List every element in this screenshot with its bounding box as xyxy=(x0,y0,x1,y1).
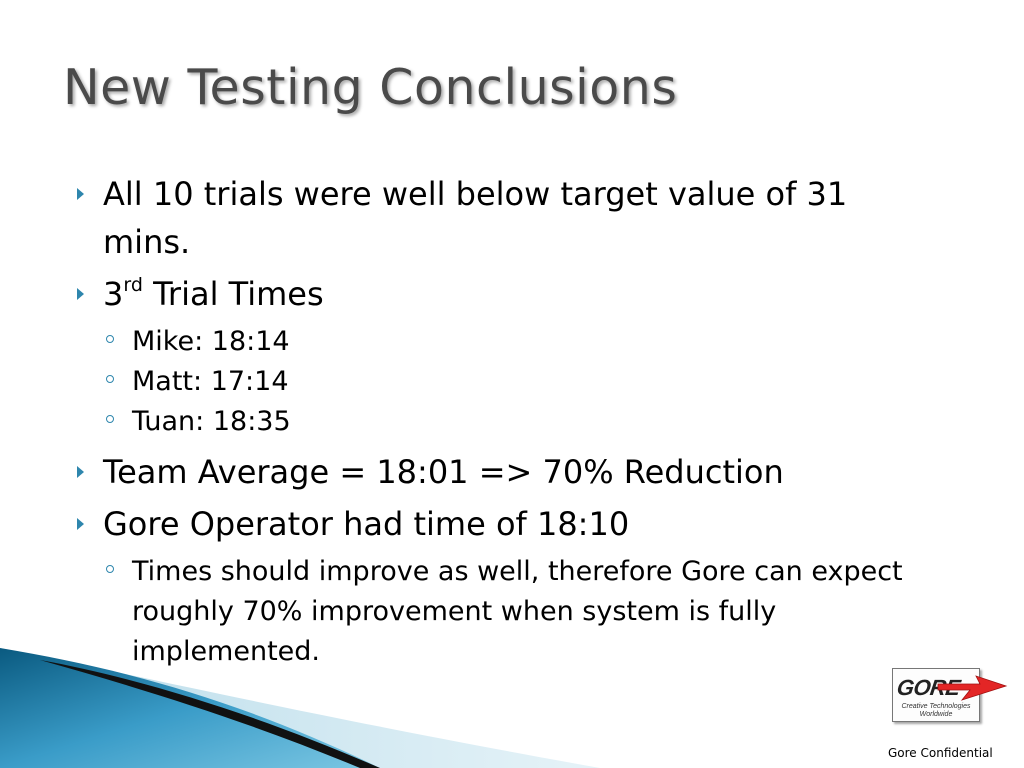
bullet-list: All 10 trials were well below target val… xyxy=(72,170,942,678)
expectation-text: Times should improve as well, therefore … xyxy=(132,556,903,667)
expectation-list: Times should improve as well, therefore … xyxy=(72,552,942,672)
third-trial-ordinal: rd xyxy=(123,274,143,297)
trial-time-item: Matt: 17:14 xyxy=(72,362,942,402)
circle-bullet-icon xyxy=(106,335,114,343)
gore-operator-text: Gore Operator had time of 18:10 xyxy=(103,505,630,543)
trial-time-text: Tuan: 18:35 xyxy=(132,406,291,437)
expectation-item: Times should improve as well, therefore … xyxy=(72,552,942,672)
logo-box: GORE Creative Technologies Worldwide xyxy=(892,668,980,722)
gore-logo: GORE Creative Technologies Worldwide xyxy=(878,664,1010,742)
trial-times-group: Mike: 18:14 Matt: 17:14 Tuan: 18:35 xyxy=(72,322,942,442)
circle-bullet-icon xyxy=(106,375,114,383)
trial-time-text: Matt: 17:14 xyxy=(132,366,289,397)
circle-bullet-icon xyxy=(106,565,114,573)
triangle-bullet-icon xyxy=(77,466,84,478)
third-trial-label: Trial Times xyxy=(142,275,324,313)
trial-time-item: Mike: 18:14 xyxy=(72,322,942,362)
bullet-trials-text: All 10 trials were well below target val… xyxy=(103,175,848,261)
triangle-bullet-icon xyxy=(77,518,84,530)
trial-time-text: Mike: 18:14 xyxy=(132,326,290,357)
bullet-team-average: Team Average = 18:01 => 70% Reduction xyxy=(72,448,942,496)
circle-bullet-icon xyxy=(106,415,114,423)
triangle-bullet-icon xyxy=(77,288,84,300)
third-trial-number: 3 xyxy=(103,275,124,313)
slide-title: New Testing Conclusions xyxy=(63,59,678,116)
trial-times-list: Mike: 18:14 Matt: 17:14 Tuan: 18:35 xyxy=(72,322,942,442)
triangle-bullet-icon xyxy=(77,188,84,200)
bullet-third-trial: 3rd Trial Times xyxy=(72,270,942,318)
logo-tagline-2: Worldwide xyxy=(919,711,953,718)
team-average-text: Team Average = 18:01 => 70% Reduction xyxy=(103,453,784,491)
expectation-group: Times should improve as well, therefore … xyxy=(72,552,942,672)
footer-confidential: Gore Confidential xyxy=(888,746,993,760)
bullet-trials: All 10 trials were well below target val… xyxy=(72,170,942,266)
trial-time-item: Tuan: 18:35 xyxy=(72,402,942,442)
logo-tagline: Creative Technologies xyxy=(901,703,971,710)
bullet-gore-operator: Gore Operator had time of 18:10 xyxy=(72,500,942,548)
red-arrow-icon xyxy=(937,675,1008,701)
